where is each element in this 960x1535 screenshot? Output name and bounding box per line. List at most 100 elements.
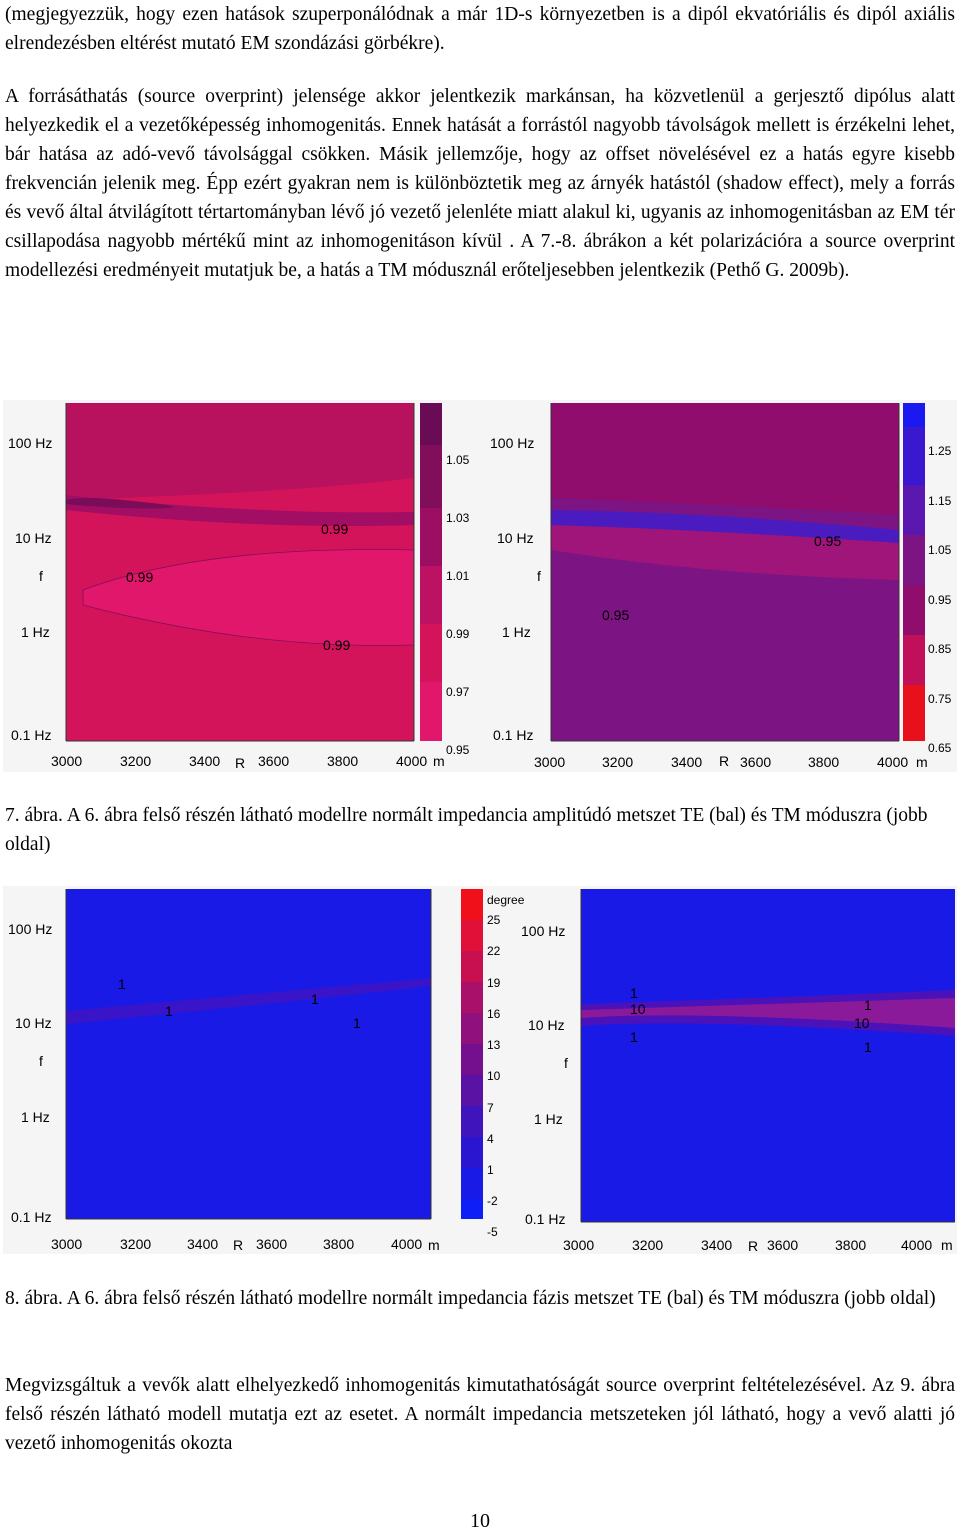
x-tick-4000: 4000	[877, 754, 908, 770]
colorbar-phase	[461, 889, 483, 1219]
y-tick-1hz: 1 Hz	[534, 1111, 563, 1127]
x-receiver-label: R	[235, 755, 245, 771]
y-tick-100hz: 100 Hz	[490, 435, 534, 451]
y-axis-label-f: f	[39, 568, 43, 584]
contour-label: 0.95	[602, 607, 629, 623]
y-tick-1hz: 1 Hz	[21, 1109, 50, 1125]
x-receiver-label: R	[233, 1237, 243, 1253]
y-tick-1hz: 1 Hz	[21, 624, 50, 640]
colorbar-tick: 0.97	[446, 685, 470, 699]
colorbar-tick: 1.05	[446, 453, 470, 467]
x-tick-3400: 3400	[701, 1237, 732, 1253]
x-unit-m: m	[433, 753, 445, 769]
x-tick-3000: 3000	[534, 754, 565, 770]
x-tick-3200: 3200	[632, 1237, 663, 1253]
x-tick-3200: 3200	[602, 754, 633, 770]
contour-label: 0.95	[814, 533, 841, 549]
colorbar-tick: 22	[487, 944, 501, 958]
contour-label: 0.99	[323, 637, 350, 653]
contour-label: 10	[630, 1001, 646, 1017]
colorbar-tick: 19	[487, 976, 501, 990]
x-tick-3600: 3600	[258, 753, 289, 769]
colorbar-tick: 0.85	[928, 642, 952, 656]
x-tick-3200: 3200	[120, 1236, 151, 1252]
colorbar-tick: 0.99	[446, 627, 470, 641]
colorbar-tick: 1.03	[446, 511, 470, 525]
contour-label: 1	[630, 1029, 638, 1045]
x-unit-m: m	[916, 754, 928, 770]
y-tick-1hz: 1 Hz	[502, 624, 531, 640]
x-tick-3600: 3600	[740, 754, 771, 770]
page-number: 10	[470, 1510, 490, 1532]
x-receiver-label: R	[719, 753, 729, 769]
paragraph-receiver-inhomogeneity: Megvizsgáltuk a vevők alatt elhelyezkedő…	[5, 1375, 955, 1454]
figure-7-caption: 7. ábra. A 6. ábra felső részén látható …	[5, 805, 928, 855]
x-tick-3000: 3000	[51, 753, 82, 769]
x-tick-3200: 3200	[120, 753, 151, 769]
x-unit-m: m	[941, 1237, 953, 1253]
paragraph-source-overprint: A forrásáthatás (source overprint) jelen…	[5, 86, 955, 281]
x-tick-3400: 3400	[671, 754, 702, 770]
colorbar-tick: 10	[487, 1069, 501, 1083]
contour-label: 1	[864, 997, 872, 1013]
x-unit-m: m	[428, 1237, 440, 1253]
contour-label: 1	[118, 976, 126, 992]
contour-label: 0.99	[321, 521, 348, 537]
y-tick-100hz: 100 Hz	[521, 923, 565, 939]
colorbar-tick: 1.25	[928, 444, 952, 458]
colorbar-tick: 0.95	[446, 743, 470, 757]
contour-label: 10	[854, 1015, 870, 1031]
colorbar-tick: 1.05	[928, 543, 952, 557]
x-tick-3800: 3800	[327, 753, 358, 769]
x-tick-3600: 3600	[256, 1236, 287, 1252]
y-axis-label-f: f	[564, 1055, 568, 1071]
colorbar-tick: -2	[487, 1194, 498, 1208]
contour-label: 1	[311, 991, 319, 1007]
y-axis-label-f: f	[537, 568, 541, 584]
colorbar-tick: 0.95	[928, 593, 952, 607]
y-axis-label-f: f	[39, 1053, 43, 1069]
x-receiver-label: R	[748, 1238, 758, 1254]
colorbar-tick: 4	[487, 1132, 494, 1146]
figure-8-caption: 8. ábra. A 6. ábra felső részén látható …	[5, 1288, 936, 1309]
y-tick-10hz: 10 Hz	[15, 1015, 52, 1031]
y-tick-01hz: 0.1 Hz	[493, 727, 533, 743]
x-tick-3800: 3800	[323, 1236, 354, 1252]
y-tick-01hz: 0.1 Hz	[11, 727, 51, 743]
colorbar-tick: 0.65	[928, 741, 952, 755]
x-tick-3800: 3800	[808, 754, 839, 770]
colorbar-tick: 1	[487, 1163, 494, 1177]
x-tick-3800: 3800	[835, 1237, 866, 1253]
colorbar-tick: 1.01	[446, 569, 470, 583]
y-tick-01hz: 0.1 Hz	[11, 1209, 51, 1225]
contour-label: 1	[165, 1003, 173, 1019]
x-tick-3000: 3000	[51, 1236, 82, 1252]
x-tick-4000: 4000	[396, 753, 427, 769]
x-tick-3400: 3400	[187, 1236, 218, 1252]
y-tick-10hz: 10 Hz	[528, 1017, 565, 1033]
colorbar-tm-amplitude	[903, 403, 925, 741]
figure-7-left-te-amplitude: 100 Hz 10 Hz f 1 Hz 0.1 Hz 3000 3200 340…	[8, 403, 470, 771]
y-tick-10hz: 10 Hz	[15, 530, 52, 546]
paragraph-intro: (megjegyezzük, hogy ezen hatások szuperp…	[5, 4, 955, 54]
figure-7-right-tm-amplitude: 100 Hz 10 Hz f 1 Hz 0.1 Hz 3000 3200 340…	[490, 403, 952, 770]
colorbar-tick: 25	[487, 913, 501, 927]
contour-label: 1	[353, 1015, 361, 1031]
x-tick-4000: 4000	[391, 1236, 422, 1252]
contour-label: 0.99	[126, 569, 153, 585]
x-tick-4000: 4000	[901, 1237, 932, 1253]
contour-label: 1	[630, 985, 638, 1001]
contour-label: 1	[864, 1039, 872, 1055]
colorbar-tick: 0.75	[928, 692, 952, 706]
colorbar-tick: 13	[487, 1038, 501, 1052]
y-tick-10hz: 10 Hz	[497, 530, 534, 546]
x-tick-3400: 3400	[189, 753, 220, 769]
y-tick-100hz: 100 Hz	[8, 921, 52, 937]
colorbar-te-amplitude	[420, 403, 442, 741]
x-tick-3600: 3600	[767, 1237, 798, 1253]
colorbar-tick: 7	[487, 1101, 494, 1115]
colorbar-tick: 1.15	[928, 494, 952, 508]
colorbar-title: degree	[487, 893, 525, 907]
y-tick-01hz: 0.1 Hz	[525, 1211, 565, 1227]
figure-8-right-tm-phase: 100 Hz 10 Hz f 1 Hz 0.1 Hz 3000 3200 340…	[521, 889, 955, 1254]
